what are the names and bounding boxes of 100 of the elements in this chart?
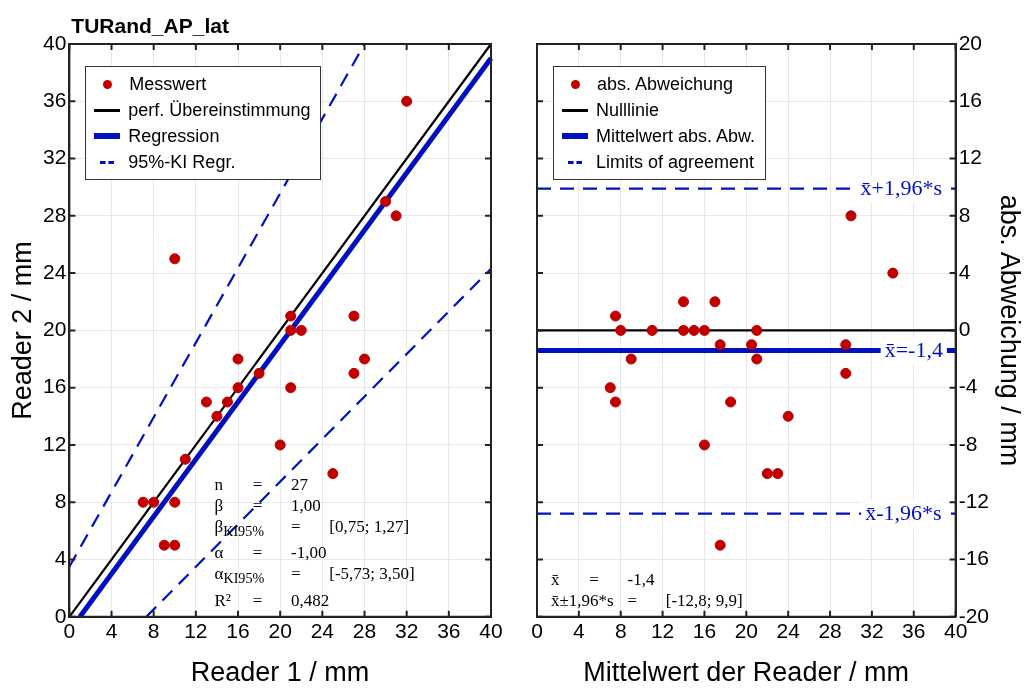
point [253, 367, 265, 379]
x-tick-label: 4 [105, 619, 118, 643]
legend-label: perf. Übereinstimmung [128, 99, 311, 122]
point [746, 339, 758, 351]
point [285, 324, 297, 336]
annotation: n = 27 [214, 475, 308, 495]
point [615, 324, 627, 336]
x-axis-title: Reader 1 / mm [190, 656, 370, 688]
annotation: x̄=-1,4 [884, 337, 943, 363]
point [359, 353, 371, 365]
legend-label: 95%-KI Regr. [128, 151, 236, 174]
x-tick-label: 12 [184, 619, 208, 643]
point [698, 439, 710, 451]
point [782, 410, 794, 422]
legend-label: Nulllinie [596, 99, 660, 122]
y-tick-label: 28 [43, 202, 67, 226]
y-tick-label: -12 [958, 489, 990, 513]
x-tick-label: 32 [394, 619, 419, 643]
point [761, 468, 773, 480]
point [148, 496, 160, 508]
point [610, 310, 621, 322]
text: α$_{KI95%}$ = [-5,73; 3,50] [214, 564, 415, 587]
y-tick-label: 12 [958, 145, 983, 169]
point [401, 95, 413, 107]
x-tick-label: 28 [352, 619, 377, 643]
point [688, 324, 700, 336]
x-tick-label: 24 [310, 619, 335, 643]
point [698, 324, 710, 336]
x-tick-label: 20 [268, 619, 292, 643]
point [285, 310, 297, 322]
point [625, 353, 637, 365]
point [295, 324, 307, 336]
y-tick-label: -8 [958, 431, 978, 455]
x-tick-label: 0 [531, 619, 543, 643]
annotation: x̄+1,96*s [860, 175, 942, 201]
y-tick-label: 4 [958, 259, 971, 283]
x-tick-label: 16 [692, 619, 717, 643]
point [169, 496, 181, 508]
annotation: x̄ = -1,4 [551, 569, 655, 589]
legend-label: Mittelwert abs. Abw. [596, 125, 756, 148]
point [348, 310, 360, 322]
point [179, 453, 191, 465]
point [678, 296, 690, 308]
point [646, 324, 658, 336]
y-tick-label: 4 [54, 546, 67, 570]
chart-title: TURand_AP_lat [71, 14, 229, 38]
point [274, 439, 286, 451]
point [169, 253, 181, 265]
y-tick-label: 36 [43, 88, 67, 112]
legend-label: Limits of agreement [596, 151, 755, 174]
y-tick-label: -16 [958, 546, 990, 570]
y-tick-label: 40 [43, 30, 67, 54]
point [200, 396, 212, 408]
y-tick-label: -4 [958, 374, 978, 398]
point [137, 496, 149, 508]
point [390, 210, 402, 222]
y-axis-title: Reader 2 / mm [6, 241, 38, 420]
x-tick-label: 24 [776, 619, 801, 643]
point [887, 267, 899, 279]
x-axis-title: Mittelwert der Reader / mm [583, 656, 909, 688]
point [678, 324, 690, 336]
annotation: α = -1,00 [214, 543, 327, 563]
point [840, 367, 852, 379]
point [211, 410, 223, 422]
point [232, 382, 244, 394]
y-tick-label: 0 [958, 317, 971, 341]
point [725, 396, 737, 408]
legend-label: Messwert [129, 73, 207, 96]
point [714, 339, 726, 351]
point [221, 396, 233, 408]
x-tick-label: 32 [860, 619, 884, 643]
point [714, 539, 726, 551]
point [380, 196, 392, 208]
x-tick-label: 8 [147, 619, 160, 643]
y-tick-label: 20 [43, 317, 67, 341]
point [845, 210, 857, 222]
point [604, 382, 616, 394]
point [169, 539, 181, 551]
y-axis-title: abs. Abweichung / mm [994, 194, 1026, 467]
x-tick-label: 36 [902, 619, 926, 643]
text: β$_{KI95%}$ = [0,75; 1,27] [214, 517, 410, 540]
legend-label: abs. Abweichung [597, 73, 734, 96]
point [751, 324, 763, 336]
x-tick-label: 36 [437, 619, 461, 643]
legend-label: Regression [128, 125, 220, 148]
point [348, 367, 360, 379]
annotation: β = 1,00 [214, 496, 321, 516]
annotation: x̄-1,96*s [865, 500, 942, 526]
x-tick-label: 28 [818, 619, 842, 643]
x-tick-label: 20 [734, 619, 758, 643]
y-tick-label: 8 [958, 202, 971, 226]
x-tick-label: 12 [650, 619, 675, 643]
x-tick-label: 16 [226, 619, 250, 643]
x-tick-label: 40 [479, 619, 503, 643]
y-tick-label: 16 [43, 374, 67, 398]
point [772, 468, 784, 480]
y-tick-label: 20 [958, 30, 983, 54]
point [232, 353, 244, 365]
annotation: x̄±1,96*s = [-12,8; 9,9] [551, 590, 743, 610]
y-tick-label: 32 [43, 145, 67, 169]
